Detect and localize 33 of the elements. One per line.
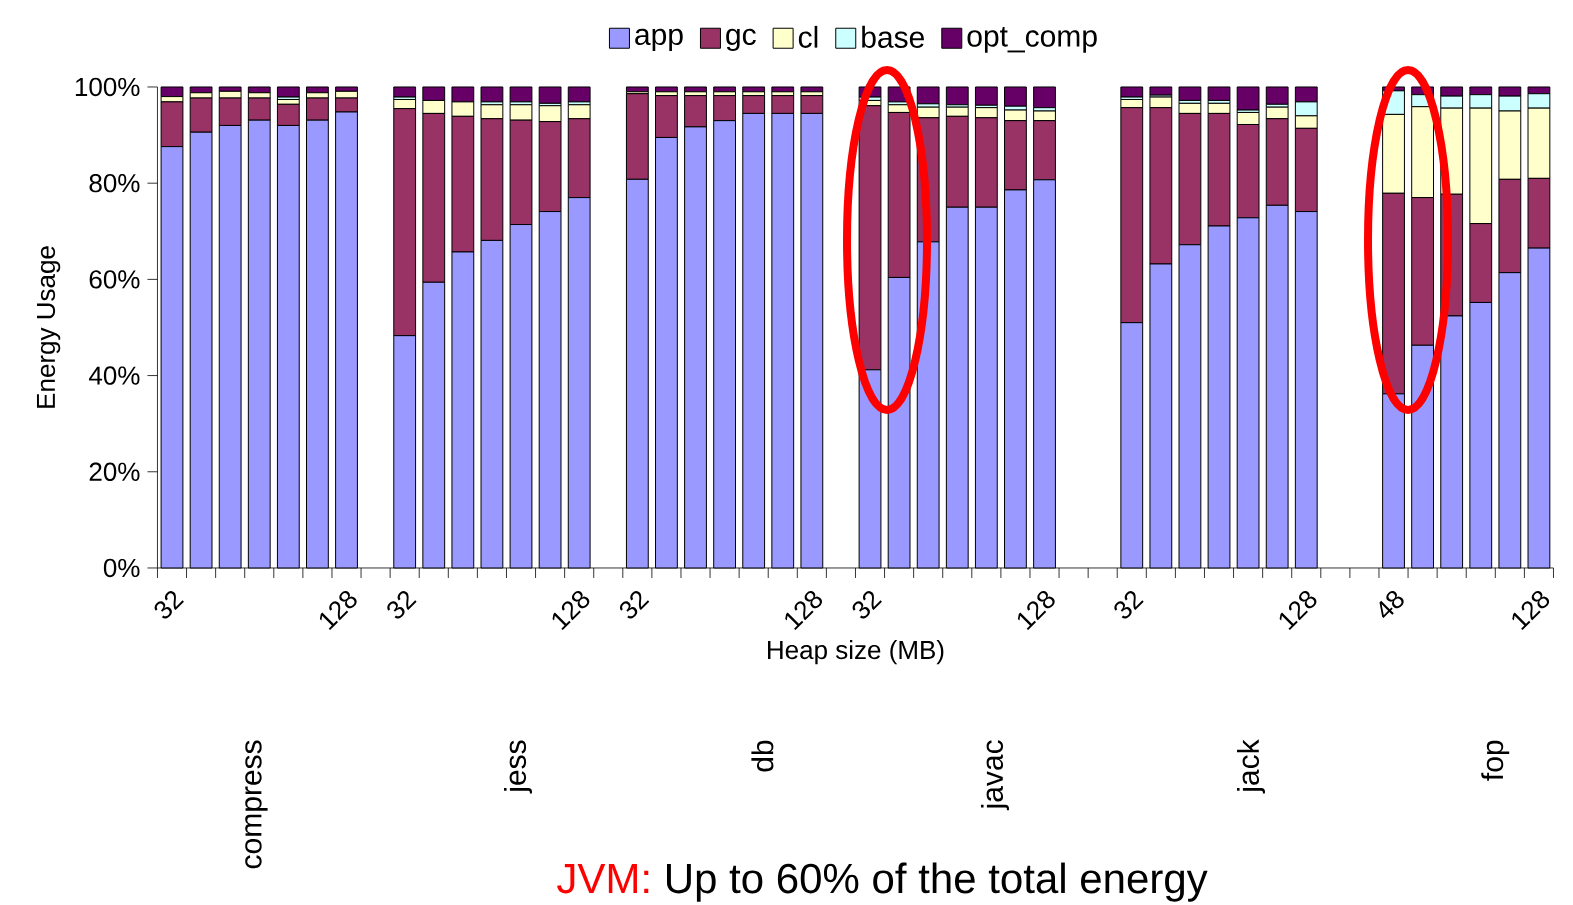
text: JVM: [557, 864, 649, 894]
y-tick-label: 100% [75, 77, 140, 97]
x-tick-label: 128 [1279, 591, 1317, 631]
x-tick-label: 32 [1114, 590, 1144, 619]
x-tick-label: 128 [785, 591, 822, 631]
x-tick-label: 32 [619, 590, 650, 619]
x-tick-label: 128 [319, 591, 357, 631]
x-tick-label: 128 [552, 591, 590, 631]
y-tick-label: 60% [89, 270, 140, 289]
text: db [751, 740, 774, 772]
legend-label: app [635, 28, 683, 52]
y-tick-label: 80% [89, 173, 140, 193]
text: javac [981, 740, 1009, 811]
y-tick-label: 40% [88, 366, 140, 385]
y-axis-title: Energy Usage [36, 246, 61, 408]
x-tick-label: 128 [1017, 591, 1055, 631]
legend-label: gc [726, 28, 756, 52]
x-tick-label: 32 [387, 590, 417, 619]
text: compress [245, 740, 268, 869]
text: Up to 60% of the total energy [667, 862, 1208, 902]
y-tick-label: 20% [89, 462, 140, 481]
x-tick-label: 48 [1379, 591, 1404, 618]
text: jess [504, 740, 532, 794]
legend-label: base [862, 25, 924, 48]
x-tick-label: 32 [852, 590, 882, 619]
x-tick-label: 32 [154, 590, 184, 619]
y-tick-label: 0% [103, 558, 140, 578]
legend-label: cl [798, 25, 818, 48]
text: jack [1237, 739, 1265, 794]
text: fop [1481, 740, 1510, 781]
legend-label: opt_comp [967, 27, 1097, 53]
x-tick-label: 128 [1512, 591, 1550, 631]
x-axis-title: Heap size (MB) [768, 640, 944, 665]
